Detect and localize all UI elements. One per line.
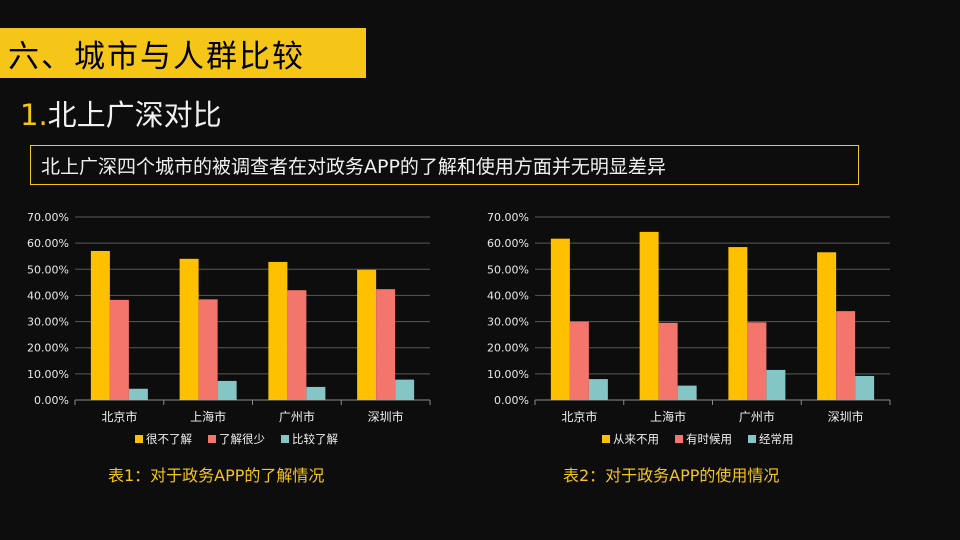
legend-swatch-1 [208, 435, 216, 443]
y-tick-label: 10.00% [487, 368, 529, 381]
y-tick-label: 70.00% [487, 211, 529, 224]
bar-2-2 [306, 386, 326, 400]
bar-3-0 [357, 269, 377, 400]
x-tick-label: 上海市 [190, 409, 226, 424]
bar-3-1 [376, 289, 396, 400]
x-tick-label: 北京市 [101, 409, 137, 424]
legend-label-2: 经常用 [759, 432, 794, 446]
x-tick-label: 北京市 [561, 409, 597, 424]
bar-2-1 [747, 322, 767, 400]
bar-1-1 [658, 322, 678, 400]
subtitle-number: 1. [20, 98, 48, 132]
bar-3-0 [817, 252, 837, 400]
bar-3-1 [836, 311, 856, 400]
y-tick-label: 0.00% [34, 394, 69, 407]
y-tick-label: 50.00% [487, 263, 529, 276]
legend-label-1: 有时候用 [686, 432, 732, 446]
y-tick-label: 30.00% [487, 316, 529, 329]
y-tick-label: 20.00% [27, 342, 69, 355]
section-title: 六、城市与人群比较 [8, 38, 305, 75]
subtitle: 1.北上广深对比 [20, 92, 222, 134]
bar-1-0 [639, 231, 659, 400]
awareness-bar-chart: 70.00% 60.00% 50.00% 40.00% 30.00% 20.00% 10.0… [27, 211, 431, 446]
usage-bar-chart: 70.00% 60.00% 50.00% 40.00% 30.00% 20.00% 10.0… [487, 211, 891, 446]
x-tick-label: 深圳市 [828, 409, 864, 424]
bar-1-0 [179, 258, 199, 400]
bar-0-2 [588, 379, 608, 400]
legend-label-0: 从来不用 [613, 432, 659, 446]
legend-label-2: 比较了解 [292, 432, 338, 446]
y-tick-label: 50.00% [27, 263, 69, 276]
bar-0-1 [569, 321, 589, 400]
bar-0-1 [109, 299, 129, 400]
bar-0-0 [550, 238, 570, 400]
bar-0-2 [128, 388, 148, 400]
bar-3-2 [395, 379, 415, 400]
y-tick-label: 40.00% [27, 289, 69, 302]
key-statement-text: 北上广深四个城市的被调查者在对政务APP的了解和使用方面并无明显差异 [41, 155, 666, 178]
bar-2-1 [287, 290, 307, 400]
y-tick-label: 70.00% [27, 211, 69, 224]
bar-2-2 [766, 369, 786, 400]
bar-1-2 [677, 385, 697, 400]
chart-1-caption: 表1：对于政务APP的了解情况 [108, 466, 325, 485]
x-tick-label: 上海市 [650, 409, 686, 424]
chart-2-caption: 表2：对于政务APP的使用情况 [563, 466, 780, 485]
x-tick-label: 广州市 [279, 409, 315, 424]
legend-label-1: 了解很少 [219, 432, 265, 446]
bar-0-0 [90, 250, 110, 400]
bar-3-2 [855, 375, 875, 400]
legend-swatch-0 [135, 435, 143, 443]
y-tick-label: 40.00% [487, 289, 529, 302]
x-tick-label: 广州市 [739, 409, 775, 424]
legend-swatch-2 [281, 435, 289, 443]
y-tick-label: 60.00% [487, 237, 529, 250]
subtitle-text: 北上广深对比 [47, 98, 222, 132]
bar-2-0 [728, 247, 748, 400]
legend-label-0: 很不了解 [146, 432, 192, 446]
x-tick-label: 深圳市 [368, 409, 404, 424]
section-title-bar: 六、城市与人群比较 [0, 28, 366, 78]
y-tick-label: 60.00% [27, 237, 69, 250]
bar-2-0 [268, 261, 288, 400]
y-tick-label: 10.00% [27, 368, 69, 381]
y-tick-label: 0.00% [494, 394, 529, 407]
y-tick-label: 30.00% [27, 316, 69, 329]
legend-swatch-2 [748, 435, 756, 443]
bar-1-1 [198, 299, 218, 400]
legend-swatch-0 [602, 435, 610, 443]
key-statement-box: 北上广深四个城市的被调查者在对政务APP的了解和使用方面并无明显差异 [30, 145, 859, 185]
y-tick-label: 20.00% [487, 342, 529, 355]
legend-swatch-1 [675, 435, 683, 443]
bar-1-2 [217, 380, 237, 400]
